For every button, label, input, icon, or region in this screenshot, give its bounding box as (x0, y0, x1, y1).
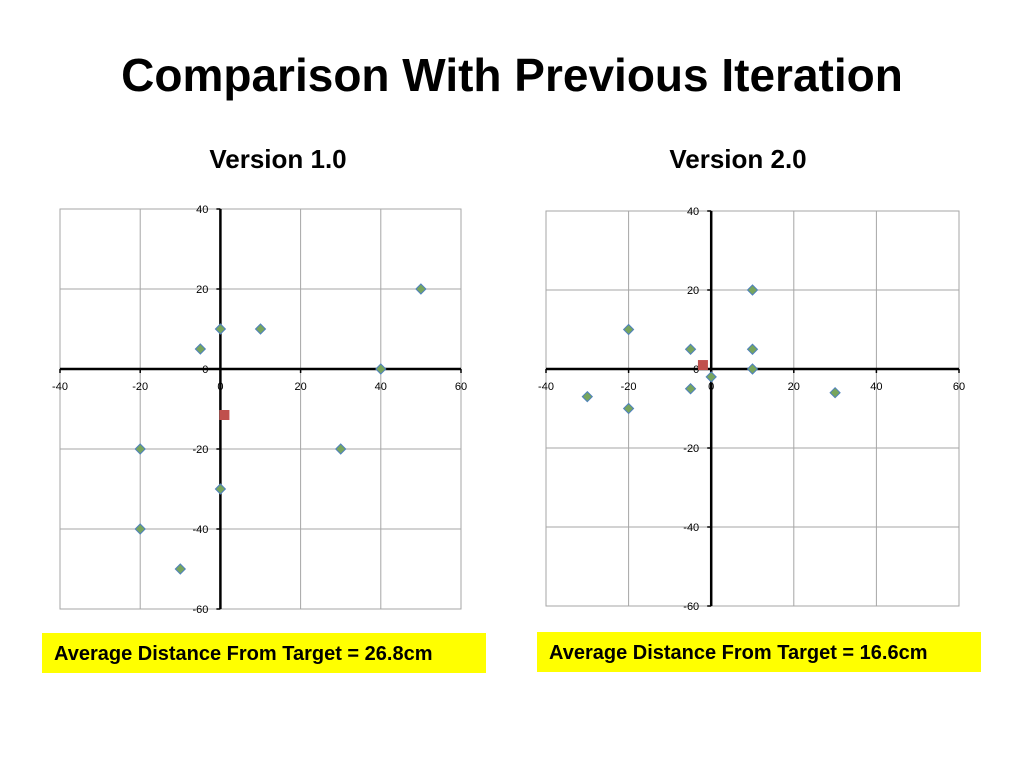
y-tick-label: -40 (683, 522, 699, 534)
x-tick-label: 0 (217, 381, 223, 393)
data-point-diamond (622, 323, 635, 336)
data-point-diamond (746, 363, 759, 375)
plot-area-border (59, 208, 462, 610)
y-tick-label: 20 (196, 284, 208, 296)
y-tick-label: -40 (192, 524, 208, 536)
data-point-diamond (194, 343, 207, 355)
data-point-diamond (415, 283, 427, 295)
x-tick-label: 40 (870, 381, 882, 393)
x-tick-label: -40 (52, 381, 68, 393)
slide-title: Comparison With Previous Iteration (121, 49, 903, 101)
y-tick-label: 20 (687, 285, 699, 297)
data-point-diamond (746, 284, 759, 296)
target-point-square (219, 410, 230, 420)
y-tick-label: -20 (192, 444, 208, 456)
y-tick-label: 40 (687, 206, 699, 218)
data-point-diamond (134, 523, 146, 535)
data-point-diamond (214, 483, 227, 495)
data-point-diamond (684, 383, 697, 395)
data-point-diamond (214, 323, 227, 335)
x-tick-label: -20 (621, 381, 637, 393)
x-tick-label: 20 (294, 381, 306, 393)
data-point-diamond (254, 323, 267, 335)
plot-area-border (545, 210, 960, 607)
average-distance-note-version-2: Average Distance From Target = 16.6cm (537, 632, 981, 672)
x-tick-label: 60 (455, 381, 467, 393)
x-tick-label: 60 (953, 381, 965, 393)
x-tick-label: 40 (375, 381, 387, 393)
data-point-diamond (375, 363, 387, 375)
data-point-diamond (581, 390, 594, 403)
data-point-diamond (622, 402, 635, 415)
data-point-diamond (334, 443, 347, 455)
x-tick-label: -40 (538, 381, 554, 393)
y-tick-label: -60 (683, 601, 699, 613)
y-tick-label: -60 (192, 604, 208, 616)
data-point-diamond (746, 343, 759, 355)
data-point-diamond (134, 443, 146, 455)
data-point-diamond (684, 343, 697, 355)
y-tick-label: 0 (693, 364, 699, 376)
x-tick-label: -20 (132, 381, 148, 393)
y-tick-label: 40 (196, 204, 208, 216)
chart-title-version-1: Version 1.0 (209, 144, 347, 174)
data-point-diamond (174, 563, 187, 575)
chart-title-version-2: Version 2.0 (669, 144, 807, 174)
average-distance-note-version-1: Average Distance From Target = 26.8cm (42, 633, 486, 673)
data-point-diamond (705, 371, 717, 383)
data-point-diamond (829, 386, 841, 399)
target-point-square (697, 360, 708, 371)
y-tick-label: 0 (202, 364, 208, 376)
y-tick-label: -20 (683, 443, 699, 455)
x-tick-label: 0 (708, 381, 714, 393)
x-tick-label: 20 (788, 381, 800, 393)
